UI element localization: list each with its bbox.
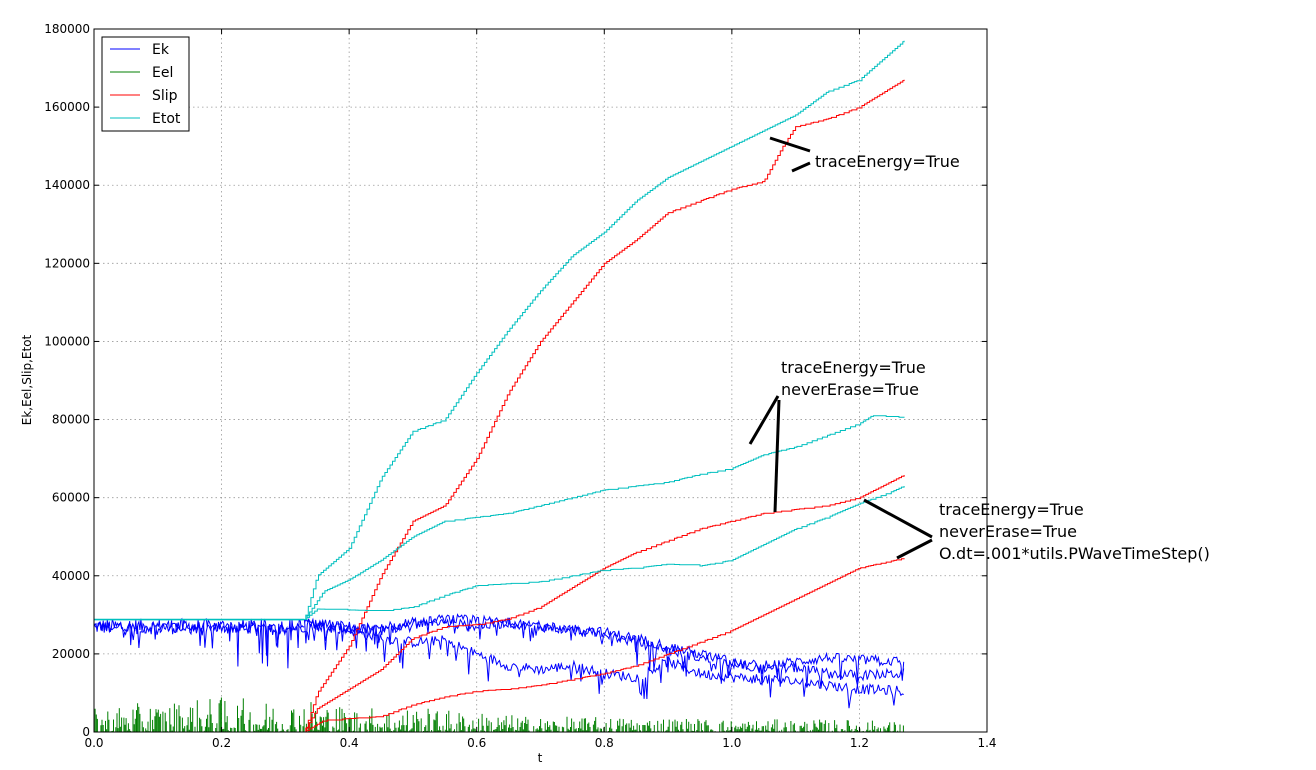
- slip-line-run-2: [304, 475, 905, 733]
- annotation-3-arrow-slip: [896, 538, 933, 560]
- grid: [94, 29, 987, 732]
- slip-line-run-1: [94, 79, 905, 733]
- annotation-1-arrow-etot: [769, 136, 811, 153]
- y-tick-label: 120000: [44, 256, 90, 270]
- plot-area: [94, 29, 987, 732]
- x-tick-label: 1.0: [722, 736, 741, 750]
- legend-label-etot: Etot: [152, 111, 181, 127]
- y-tick-label: 160000: [44, 100, 90, 114]
- legend-label-eel: Eel: [152, 65, 173, 81]
- ek-line-run-3: [304, 613, 905, 689]
- annotation-1-arrow-slip: [791, 161, 811, 173]
- y-tick-label: 100000: [44, 334, 90, 348]
- x-tick-label: 0.0: [84, 736, 103, 750]
- y-tick-label: 0: [82, 725, 90, 739]
- y-tick-label: 80000: [52, 413, 90, 427]
- plot-frame: [93, 28, 988, 733]
- y-axis-title: Ek,Eel,Slip,Etot: [20, 334, 34, 425]
- annotation-1: traceEnergy=True: [769, 136, 960, 173]
- y-tick-label: 180000: [44, 22, 90, 36]
- annotation-3: traceEnergy=True neverErase=True O.dt=.0…: [863, 498, 1210, 563]
- x-tick-label: 0.8: [595, 736, 614, 750]
- y-tick-label: 60000: [52, 491, 90, 505]
- etot-line-run-3: [304, 486, 905, 620]
- x-tick-label: 1.4: [977, 736, 996, 750]
- x-axis-title: t: [538, 751, 543, 765]
- legend: Ek Eel Slip Etot: [101, 36, 190, 132]
- y-tick-label: 20000: [52, 647, 90, 661]
- x-tick-label: 0.2: [212, 736, 231, 750]
- annotation-3-line-1: traceEnergy=True: [939, 500, 1084, 519]
- y-tick-label: 40000: [52, 569, 90, 583]
- annotation-2-arrow-etot: [748, 395, 780, 445]
- annotation-1-text: traceEnergy=True: [815, 152, 960, 171]
- x-tick-label: 0.6: [467, 736, 486, 750]
- ek-line-run-1: [93, 621, 904, 709]
- annotation-2-arrow-slip: [773, 399, 781, 513]
- annotation-2-line-2: neverErase=True: [781, 380, 919, 399]
- x-tick-label: 0.4: [340, 736, 359, 750]
- annotation-3-arrow-etot: [863, 498, 933, 539]
- slip-line-run-3: [304, 558, 905, 733]
- x-axis: 0.0 0.2 0.4 0.6 0.8 1.0 1.2 1.4: [84, 29, 997, 750]
- series-layer: [93, 40, 905, 733]
- legend-label-ek: Ek: [152, 42, 170, 58]
- legend-box: [101, 36, 190, 132]
- annotation-3-line-3: O.dt=.001*utils.PWaveTimeStep(): [939, 544, 1210, 563]
- legend-label-slip: Slip: [152, 88, 178, 104]
- y-axis: 0 20000 40000 60000 80000 100000 120000 140000 1…: [44, 22, 987, 739]
- x-tick-label: 1.2: [850, 736, 869, 750]
- etot-line-run-1: [94, 40, 905, 620]
- y-tick-label: 140000: [44, 178, 90, 192]
- annotation-2-line-1: traceEnergy=True: [781, 358, 926, 377]
- annotation-3-line-2: neverErase=True: [939, 522, 1077, 541]
- annotation-2: traceEnergy=True neverErase=True: [748, 358, 926, 513]
